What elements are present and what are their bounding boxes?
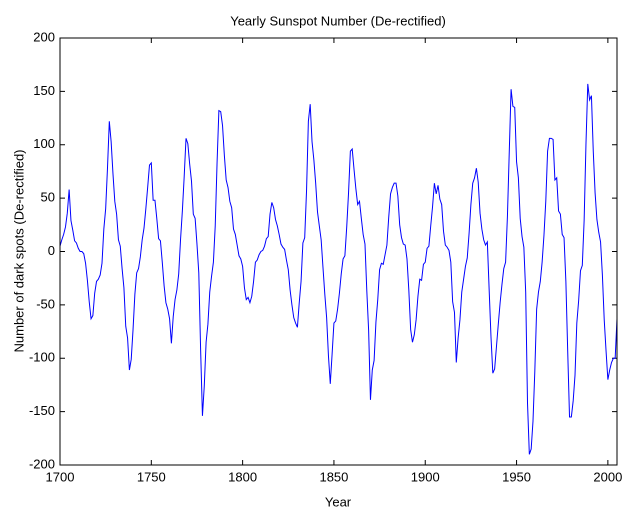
y-tick-label: 100 bbox=[33, 136, 55, 151]
y-tick-label: 200 bbox=[33, 29, 55, 44]
x-axis-label: Year bbox=[325, 494, 352, 509]
y-tick-label: -200 bbox=[29, 456, 55, 471]
chart-title: Yearly Sunspot Number (De-rectified) bbox=[230, 13, 446, 28]
x-tick-label: 1950 bbox=[502, 469, 531, 484]
y-tick-label: -100 bbox=[29, 350, 55, 365]
y-tick-label: -50 bbox=[36, 296, 55, 311]
axes-box bbox=[59, 37, 618, 466]
data-line bbox=[59, 83, 618, 455]
x-tick-label: 1900 bbox=[411, 469, 440, 484]
y-tick-label: 150 bbox=[33, 83, 55, 98]
x-tick-label: 1800 bbox=[228, 469, 257, 484]
x-tick-label: 1850 bbox=[319, 469, 348, 484]
x-tick-label: 1750 bbox=[137, 469, 166, 484]
x-tick-label: 2000 bbox=[593, 469, 622, 484]
x-tick-label: 1700 bbox=[46, 469, 75, 484]
y-tick-label: 50 bbox=[41, 190, 55, 205]
y-axis-label: Number of dark spots (De-rectified) bbox=[11, 149, 26, 352]
y-tick-label: -150 bbox=[29, 403, 55, 418]
y-tick-label: 0 bbox=[48, 243, 55, 258]
